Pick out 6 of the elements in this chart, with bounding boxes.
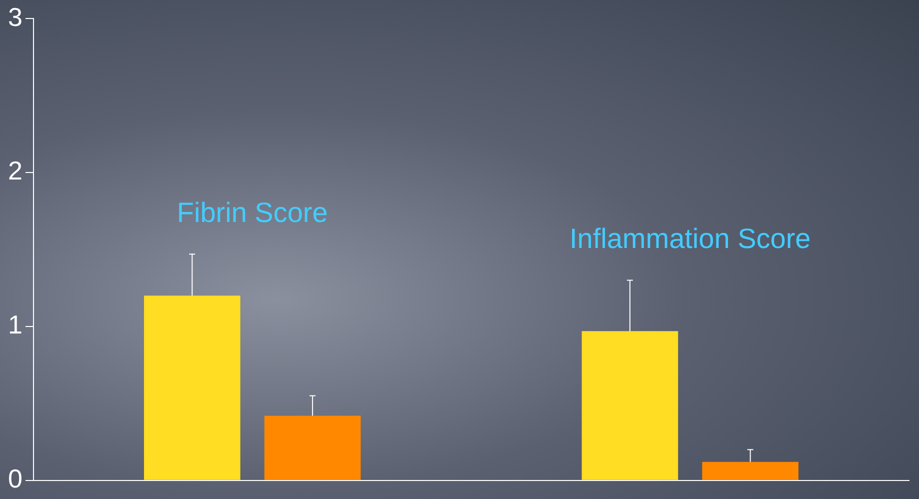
y-tick-label: 1 [8,310,22,340]
y-tick-label: 0 [8,464,22,494]
annotation: Inflammation Score [570,223,811,254]
y-tick-label: 2 [8,156,22,186]
y-tick-label: 3 [8,2,22,32]
annotation: Fibrin Score [176,196,328,228]
